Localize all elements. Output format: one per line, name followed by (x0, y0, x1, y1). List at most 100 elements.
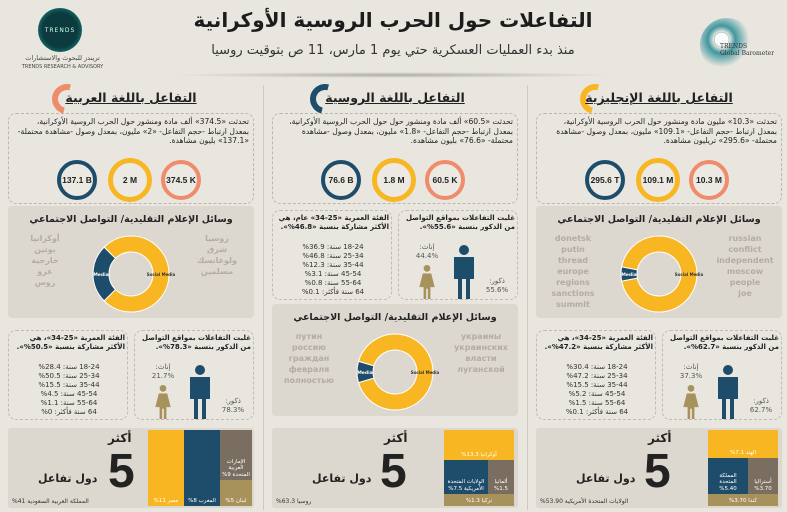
treemap-cell: أستراليا 3.70% (748, 458, 778, 494)
age-row: 18-24 سنة: 36.9% (302, 243, 364, 251)
male-share: ذكور: 78.3% (215, 397, 251, 415)
top-countries-panel: أكثر 5 دول تفاعل الولايات المتحدة الأمري… (536, 428, 782, 508)
male-value: 78.3% (221, 406, 245, 414)
male-value: 62.7% (749, 406, 773, 414)
media-slice-label: Media (621, 272, 636, 278)
female-share: إناث: 37.3% (673, 363, 709, 381)
female-share: إناث: 44.4% (409, 243, 445, 261)
wordcloud-word: февраля (288, 365, 330, 374)
age-title: الفئة العمرية «25-34»، هي الأكثر مشاركة … (544, 334, 653, 351)
age-row: 18-24 سنة: 28.4% (38, 363, 100, 371)
age-box: الفئة العمرية «25-34»، هي الأكثر مشاركة … (8, 330, 128, 420)
page-title: التفاعلات حول الحرب الروسية الأوكرانية (193, 8, 593, 32)
wordcloud-word: путин (295, 332, 323, 341)
media-title: وسائل الإعلام التقليدية/ التواصل الاجتما… (557, 214, 761, 225)
summary-text: تحدثت «374.5» ألف مادة ومنشور حول الحرب … (17, 117, 249, 145)
wordcloud-word: independent (716, 256, 774, 265)
female-icon (155, 385, 171, 419)
demographics-row: الفئة العمرية «25-34»، هي الأكثر مشاركة … (536, 330, 782, 420)
header-divider (170, 72, 617, 78)
age-row: 25-34 سنة: 50.5% (38, 372, 100, 380)
wordcloud-word: روسيا (205, 234, 229, 243)
reach-circle: 76.6 B (321, 160, 361, 200)
barometer-line2: Global Barometer (720, 50, 775, 57)
wordcloud-word: власти (465, 354, 497, 363)
media-slice-label: Media (93, 272, 108, 278)
male-icon (454, 245, 474, 299)
media-slice-label: Media (357, 370, 372, 376)
male-share: ذكور: 62.7% (743, 397, 779, 415)
wordcloud-word: regions (556, 278, 590, 287)
top-more-label: أكثر (648, 431, 672, 445)
social-slice-label: Social Media (411, 370, 440, 375)
female-value: 44.4% (415, 252, 439, 260)
wordcloud-word: أوكرانيا (30, 234, 60, 243)
age-row: 64 سنة فأكثر: 0.1% (565, 408, 629, 416)
barometer-line1: TRENDS (720, 43, 748, 50)
male-label: ذكور: (753, 397, 769, 405)
treemap-cell: أوكرانيا 13.3% (444, 430, 514, 460)
gender-box: غلبت التفاعلات بمواقع التواصل من الذكور … (398, 210, 518, 300)
column-divider (527, 85, 528, 510)
country-treemap: مصر 11% المغرب 8% الإمارات العربية المتحدة… (148, 430, 252, 506)
wordcloud-word: украины (460, 332, 502, 341)
wordcloud-word: روس (34, 278, 56, 287)
wordcloud-word: مسلمين (200, 267, 234, 276)
wordcloud-word: луганской (457, 365, 505, 374)
column-russian: التفاعل باللغة الروسية تحدثت «60.5» ألف … (264, 78, 526, 512)
global-barometer-text: TRENDS Global Barometer (720, 43, 774, 57)
section-title: التفاعل باللغة الروسية (325, 90, 465, 105)
social-media-slice (621, 235, 698, 313)
top-countries-label: دول تفاعل (312, 472, 372, 485)
page-subtitle: منذ بدء العمليات العسكرية حتي يوم 1 مارس… (211, 43, 575, 58)
country-treemap: أوكرانيا 13.3% الولايات المتحدة الأمريكية… (444, 430, 514, 506)
media-wordcloud-panel: وسائل الإعلام التقليدية/ التواصل الاجتما… (272, 304, 518, 416)
global-barometer-logo (700, 18, 754, 72)
age-row: 55-64 سنة: 1.5% (568, 399, 626, 407)
female-label: إناث: (683, 363, 699, 371)
age-row: 25-34 سنة: 46.8% (302, 252, 364, 260)
top-countries-panel: أكثر 5 دول تفاعل المملكة العربية السعودي… (8, 428, 254, 508)
age-box: الفئة العمرية «25-34»، هي الأكثر مشاركة … (536, 330, 656, 420)
summary-box: تحدثت «10.3» مليون مادة ومنشور حول الحرب… (536, 113, 782, 204)
social-media-slice (357, 333, 434, 411)
age-title: الفئة العمرية «25-34»، هي الأكثر مشاركة … (16, 334, 125, 351)
age-row: 35-44 سنة: 15.5% (38, 381, 100, 389)
wordcloud-word: россию (291, 343, 327, 352)
reach-circle: 295.6 T (585, 160, 625, 200)
age-row: 35-44 سنة: 15.5% (566, 381, 628, 389)
wordcloud-word: joe (738, 289, 752, 298)
female-share: إناث: 21.7% (145, 363, 181, 381)
trends-logo: TRENDS (38, 8, 82, 52)
country-treemap: الهند 7.1% المملكة المتحدة 5.40% أستراليا … (708, 430, 778, 506)
male-icon (190, 365, 210, 419)
reach-circle: 137.1 B (57, 160, 97, 200)
top-countries-panel: أكثر 5 دول تفاعل روسيا 63.3% أوكرانيا 13… (272, 428, 518, 508)
top-count: 5 (380, 445, 407, 498)
logo-english-name: TRENDS RESEARCH & ADVISORY (21, 64, 104, 70)
male-value: 55.6% (485, 286, 509, 294)
engagement-circle: 1.8 M (372, 158, 416, 202)
wordcloud-word: thread (557, 256, 588, 265)
age-row: 64 سنة فأكثر: 0.1% (301, 288, 365, 296)
column-divider (263, 85, 264, 510)
gender-title: غلبت التفاعلات بمواقع التواصل من الذكور … (669, 334, 779, 351)
media-slice (620, 266, 638, 282)
wordcloud-word: خارجية (31, 256, 59, 265)
top-country-first: روسيا 63.3% (276, 498, 312, 505)
social-slice-label: Social Media (147, 272, 176, 277)
wordcloud-word: donetsk (554, 234, 592, 243)
treemap-cell: كندا 3.70% (708, 494, 778, 506)
wordcloud-word: полностью (283, 376, 335, 385)
gender-title: غلبت التفاعلات بمواقع التواصل من الذكور … (405, 214, 515, 231)
treemap-cell: الإمارات العربية المتحدة 9% (220, 430, 252, 480)
male-label: ذكور: (489, 277, 505, 285)
media-wordcloud-panel: وسائل الإعلام التقليدية/ التواصل الاجتما… (8, 206, 254, 318)
media-donut-chart: Media Social Media (356, 333, 440, 411)
treemap-cell: المملكة المتحدة 5.40% (708, 458, 748, 494)
female-label: إناث: (155, 363, 171, 371)
top-count: 5 (108, 445, 135, 498)
wordcloud-word: conflict (728, 245, 762, 254)
top-countries-label: دول تفاعل (38, 472, 98, 485)
treemap-cell: ألمانيا 1.5% (488, 460, 514, 494)
